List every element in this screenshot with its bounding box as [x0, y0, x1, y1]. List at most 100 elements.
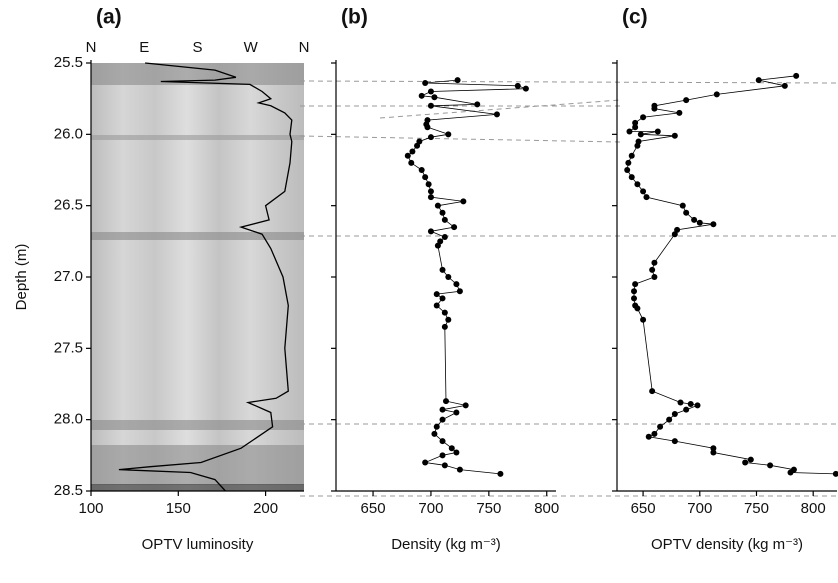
data-point	[631, 288, 638, 295]
x-tick-label: 750	[476, 500, 501, 517]
data-point	[460, 198, 467, 205]
data-point	[441, 216, 448, 223]
data-point	[628, 152, 635, 159]
data-point	[832, 470, 838, 477]
data-point	[427, 228, 434, 235]
data-point	[626, 128, 633, 135]
data-point	[634, 305, 641, 312]
data-point	[418, 92, 425, 99]
data-point	[439, 266, 446, 273]
data-point	[456, 288, 463, 295]
x-tick-label: 200	[253, 500, 278, 517]
data-point	[671, 410, 678, 417]
data-point	[404, 152, 411, 159]
x-tick-label: 650	[361, 500, 386, 517]
data-point	[624, 167, 631, 173]
data-point	[497, 470, 504, 477]
data-point	[649, 388, 656, 395]
data-point	[747, 456, 754, 463]
data-point	[474, 101, 481, 108]
compass-label: N	[86, 39, 97, 56]
data-point	[424, 124, 431, 131]
panel-title: (a)	[96, 6, 122, 29]
data-point	[651, 259, 658, 266]
x-tick-label: 100	[78, 500, 103, 517]
data-point	[522, 85, 529, 92]
data-point	[434, 242, 441, 249]
data-point	[634, 181, 641, 188]
data-point	[439, 452, 446, 459]
data-point	[427, 194, 434, 201]
data-point	[422, 174, 429, 181]
data-point	[445, 274, 452, 280]
data-point	[453, 281, 460, 288]
data-point	[640, 114, 647, 121]
data-point	[676, 109, 683, 116]
x-tick-label: 750	[744, 500, 769, 517]
data-point	[425, 181, 432, 188]
x-tick-label: 650	[631, 500, 656, 517]
data-point	[631, 295, 638, 302]
data-point	[445, 131, 452, 138]
data-point	[713, 91, 720, 98]
data-point	[767, 462, 774, 469]
y-tick-label: 28.0	[54, 411, 83, 428]
data-point	[671, 132, 678, 139]
data-point	[493, 111, 500, 118]
data-point	[427, 188, 434, 195]
data-point	[632, 119, 639, 126]
data-point	[793, 72, 800, 79]
x-tick-label: 800	[534, 500, 559, 517]
data-point	[645, 433, 652, 440]
data-point	[691, 216, 698, 223]
data-point	[439, 295, 446, 302]
data-point	[441, 323, 448, 330]
profile-line	[626, 75, 836, 475]
data-point	[651, 430, 658, 437]
data-point	[710, 445, 717, 452]
x-tick-label: 150	[166, 500, 191, 517]
data-point	[671, 438, 678, 445]
data-point	[742, 459, 749, 466]
data-point	[696, 219, 703, 226]
data-point	[625, 159, 632, 166]
data-point	[427, 134, 434, 141]
data-point	[451, 224, 458, 231]
data-point	[439, 406, 446, 413]
data-point	[787, 469, 794, 476]
panel-title: (b)	[341, 6, 368, 29]
data-point	[657, 423, 664, 430]
data-point	[431, 430, 438, 437]
data-point	[422, 79, 429, 86]
data-point	[439, 209, 446, 216]
data-point	[441, 462, 448, 469]
data-point	[637, 131, 644, 138]
data-point	[439, 416, 446, 423]
data-point	[443, 398, 449, 405]
data-point	[445, 316, 452, 323]
data-point	[434, 202, 441, 209]
compass-label: E	[139, 39, 149, 56]
data-point	[677, 399, 684, 406]
profile-line	[118, 62, 293, 492]
data-point	[433, 423, 440, 430]
data-point	[427, 88, 434, 95]
compass-label: N	[299, 39, 310, 56]
x-tick-label: 700	[687, 500, 712, 517]
data-point	[441, 234, 448, 241]
data-point	[683, 97, 690, 104]
data-point	[422, 459, 429, 466]
data-point	[632, 281, 639, 288]
data-point	[456, 466, 463, 473]
data-point	[462, 402, 469, 409]
data-point	[781, 82, 788, 89]
data-point	[671, 231, 678, 238]
data-point	[654, 128, 661, 135]
x-tick-label: 800	[801, 500, 826, 517]
data-point	[687, 400, 694, 407]
data-point	[666, 416, 673, 423]
x-axis-label: OPTV luminosity	[142, 536, 254, 553]
y-tick-label: 26.0	[54, 125, 83, 142]
data-point	[454, 77, 461, 84]
